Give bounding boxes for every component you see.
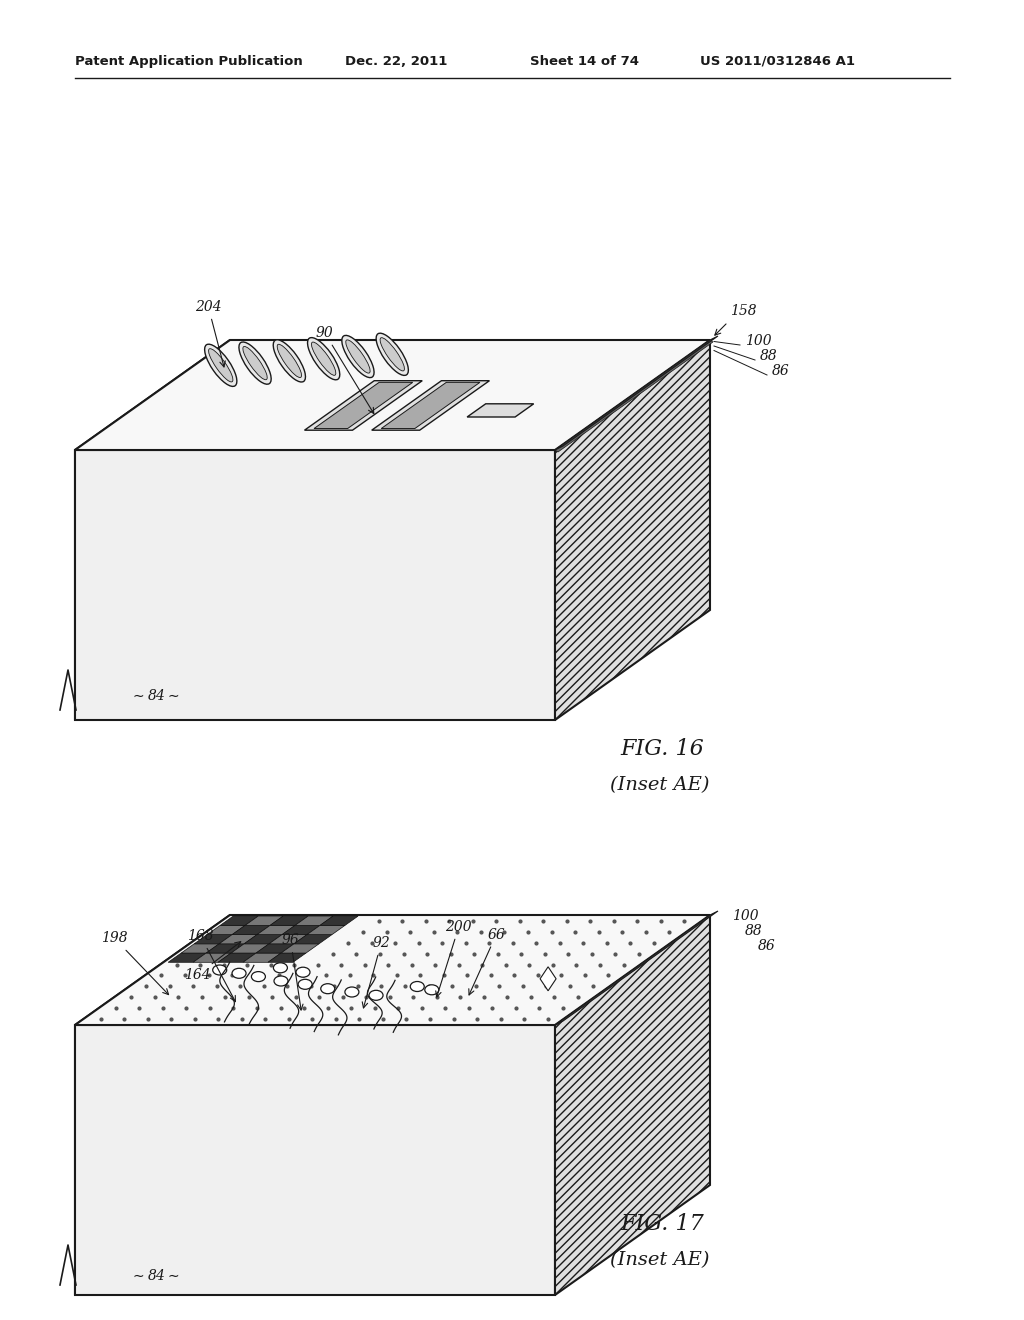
Ellipse shape [307,338,340,380]
Polygon shape [281,944,319,953]
Text: (Inset AE): (Inset AE) [610,776,710,795]
Text: FIG. 17: FIG. 17 [620,1213,703,1236]
Text: 88: 88 [745,924,763,939]
Ellipse shape [425,985,439,995]
Polygon shape [381,383,480,429]
Text: 198: 198 [101,932,169,994]
Polygon shape [304,380,422,430]
Polygon shape [75,341,710,450]
Polygon shape [195,935,232,944]
Text: Dec. 22, 2011: Dec. 22, 2011 [345,55,447,69]
Polygon shape [218,953,256,962]
Polygon shape [256,944,294,953]
Polygon shape [231,944,269,953]
Text: $\sim$84$\sim$: $\sim$84$\sim$ [130,1269,179,1283]
Polygon shape [75,341,230,719]
Ellipse shape [273,339,305,381]
Text: 158: 158 [730,304,757,318]
Text: $\sim$84$\sim$: $\sim$84$\sim$ [130,688,179,704]
Text: 86: 86 [758,939,776,953]
Ellipse shape [205,345,237,387]
Polygon shape [269,935,307,944]
Text: (Inset AE): (Inset AE) [610,1251,710,1269]
Polygon shape [168,953,206,962]
Ellipse shape [321,983,335,994]
Polygon shape [268,953,306,962]
Ellipse shape [243,346,267,380]
Text: 86: 86 [772,364,790,378]
Polygon shape [555,341,710,719]
Ellipse shape [411,982,424,991]
Polygon shape [555,341,713,451]
Text: 100: 100 [732,909,759,923]
Ellipse shape [274,975,288,986]
Text: 100: 100 [745,334,772,348]
Polygon shape [295,916,333,925]
Polygon shape [75,450,555,719]
Polygon shape [75,915,710,1026]
Text: 96: 96 [282,933,303,1010]
Polygon shape [270,916,308,925]
Text: 204: 204 [195,300,225,367]
Text: FIG. 16: FIG. 16 [620,738,703,760]
Polygon shape [555,911,718,1026]
Polygon shape [206,944,244,953]
Ellipse shape [273,962,288,973]
Ellipse shape [298,979,312,989]
Text: 66: 66 [469,928,505,995]
Text: Patent Application Publication: Patent Application Publication [75,55,303,69]
Polygon shape [314,383,413,429]
Text: 88: 88 [760,348,778,363]
Polygon shape [194,953,231,962]
Text: 90: 90 [315,326,374,413]
Ellipse shape [232,969,246,978]
Ellipse shape [278,345,301,378]
Polygon shape [220,916,258,925]
Polygon shape [219,935,257,944]
Polygon shape [555,915,710,1295]
Ellipse shape [369,990,383,1001]
Polygon shape [232,925,270,935]
Text: Sheet 14 of 74: Sheet 14 of 74 [530,55,639,69]
Ellipse shape [311,342,336,375]
Polygon shape [372,380,489,430]
Polygon shape [540,966,556,991]
Polygon shape [294,935,332,944]
Ellipse shape [239,342,271,384]
Polygon shape [75,1026,555,1295]
Polygon shape [257,925,295,935]
Ellipse shape [346,339,370,374]
Text: 164: 164 [184,941,241,982]
Ellipse shape [252,972,265,982]
Text: 200: 200 [436,920,472,997]
Polygon shape [244,935,282,944]
Polygon shape [243,953,281,962]
Ellipse shape [376,333,409,375]
Polygon shape [467,404,534,417]
Polygon shape [245,916,284,925]
Ellipse shape [209,348,232,381]
Polygon shape [181,944,219,953]
Polygon shape [307,925,345,935]
Text: 168: 168 [187,929,236,1002]
Polygon shape [75,915,230,1295]
Ellipse shape [213,965,226,975]
Polygon shape [321,916,358,925]
Polygon shape [282,925,321,935]
Polygon shape [555,337,718,450]
Polygon shape [207,925,245,935]
Ellipse shape [380,338,404,371]
Text: US 2011/0312846 A1: US 2011/0312846 A1 [700,55,855,69]
Ellipse shape [345,987,358,997]
Ellipse shape [342,335,374,378]
Ellipse shape [296,968,310,977]
Text: 92: 92 [362,936,390,1008]
